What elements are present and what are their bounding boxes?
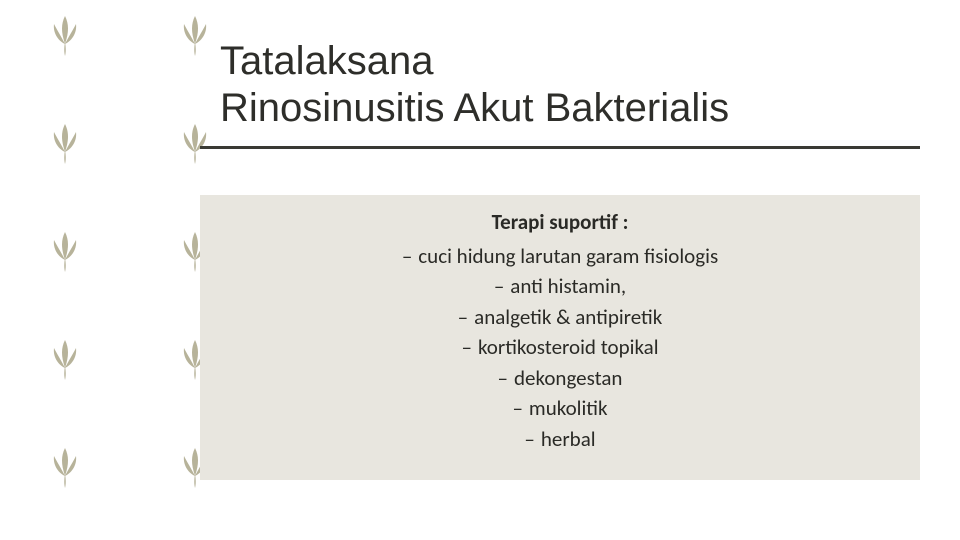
bullet-item: –anti histamin, bbox=[200, 271, 920, 301]
leaf-ornament bbox=[41, 10, 89, 58]
background-column bbox=[0, 0, 130, 540]
bullet-dash: – bbox=[402, 241, 412, 271]
bullet-item: –herbal bbox=[200, 424, 920, 454]
leaf-icon bbox=[41, 442, 89, 490]
leaf-ornament bbox=[41, 334, 89, 382]
bullet-item: –kortikosteroid topikal bbox=[200, 332, 920, 362]
leaf-icon bbox=[41, 334, 89, 382]
leaf-ornament bbox=[41, 226, 89, 274]
bullet-dash: – bbox=[458, 302, 468, 332]
bullet-dash: – bbox=[512, 393, 522, 423]
content-subheading: Terapi suportif : bbox=[200, 209, 920, 235]
bullet-text: dekongestan bbox=[514, 365, 622, 391]
title-line-2: Rinosinusitis Akut Bakterialis bbox=[220, 86, 729, 130]
leaf-icon bbox=[41, 226, 89, 274]
leaf-ornament bbox=[41, 442, 89, 490]
leaf-ornament bbox=[41, 118, 89, 166]
bullet-text: anti histamin, bbox=[510, 273, 626, 299]
bullet-item: –analgetik & antipiretik bbox=[200, 302, 920, 332]
bullet-item: –cuci hidung larutan garam fisiologis bbox=[200, 241, 920, 271]
bullet-text: cuci hidung larutan garam fisiologis bbox=[418, 243, 718, 269]
content-box: Terapi suportif : –cuci hidung larutan g… bbox=[200, 195, 920, 480]
title-line-1: Tatalaksana bbox=[220, 39, 433, 83]
bullet-text: mukolitik bbox=[529, 395, 608, 421]
slide-title: Tatalaksana Rinosinusitis Akut Bakterial… bbox=[220, 38, 900, 132]
bullet-text: analgetik & antipiretik bbox=[474, 304, 662, 330]
bullet-item: –dekongestan bbox=[200, 363, 920, 393]
bullet-dash: – bbox=[524, 424, 534, 454]
bullet-text: kortikosteroid topikal bbox=[478, 334, 659, 360]
bullet-dash: – bbox=[494, 271, 504, 301]
leaf-icon bbox=[41, 10, 89, 58]
title-box: Tatalaksana Rinosinusitis Akut Bakterial… bbox=[200, 30, 920, 149]
bullet-text: herbal bbox=[541, 426, 596, 452]
leaf-icon bbox=[41, 118, 89, 166]
bullet-dash: – bbox=[498, 363, 508, 393]
slide: Tatalaksana Rinosinusitis Akut Bakterial… bbox=[0, 0, 960, 540]
bullet-dash: – bbox=[461, 332, 471, 362]
bullet-item: –mukolitik bbox=[200, 393, 920, 423]
bullet-list: –cuci hidung larutan garam fisiologis–an… bbox=[200, 241, 920, 454]
